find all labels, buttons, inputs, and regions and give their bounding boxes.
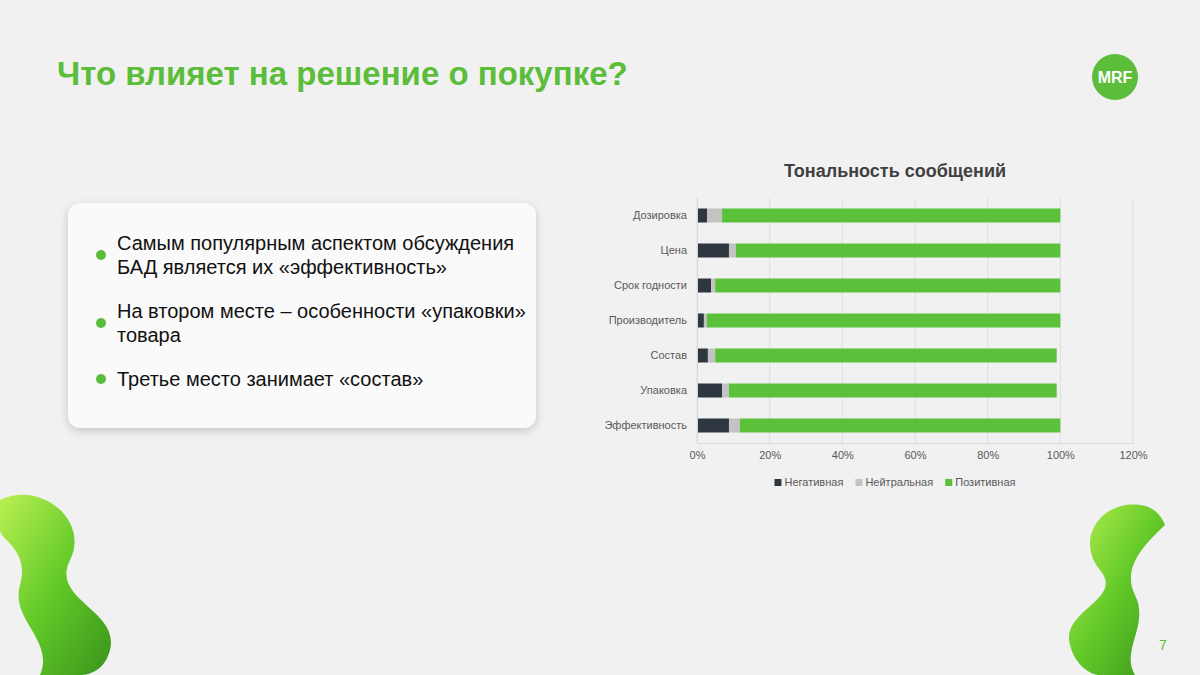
x-tick-label: 20% (759, 449, 781, 461)
bullet-box: Самым популярным аспектом обсуждения БАД… (68, 203, 536, 428)
x-axis: 0% 20% 40% 60% 80% 100% 120% (690, 443, 1148, 461)
bar-segment (715, 279, 1060, 293)
bar-segment (697, 279, 711, 293)
x-tick-label: 100% (1047, 449, 1075, 461)
bars (697, 209, 1060, 433)
bar-segment (707, 209, 722, 223)
legend-item: Нейтральная (855, 476, 933, 488)
x-tick-label: 60% (904, 449, 926, 461)
x-axis-line (698, 443, 1134, 444)
legend-label: Позитивная (955, 476, 1015, 488)
grid-line (697, 198, 698, 443)
slide-title: Что влияет на решение о покупке? (57, 55, 628, 93)
bar-segment (697, 314, 704, 328)
bar-segment (707, 314, 1061, 328)
bullet-dot (96, 374, 106, 384)
x-tick: 20% (759, 443, 781, 461)
bar-segment (697, 349, 708, 363)
x-tick-label: 80% (977, 449, 999, 461)
x-tick: 80% (977, 443, 999, 461)
bar-segment (729, 419, 740, 433)
bullet-text: На втором месте – особенности «упаковки»… (117, 300, 526, 346)
bar-segment (711, 279, 715, 293)
y-tick: Производитель (609, 314, 697, 326)
bar-segment (722, 209, 1060, 223)
legend-item: Негативная (774, 476, 843, 488)
grid (697, 198, 1133, 443)
y-tick: Состав (651, 349, 697, 361)
bullet-text: Третье место занимает «состав» (117, 368, 423, 390)
legend-item: Позитивная (945, 476, 1015, 488)
bullet: Самым популярным аспектом обсуждения БАД… (96, 231, 532, 279)
bar-segment (704, 314, 707, 328)
slide: MRF 7 Тональность сообщений 0% 20% 40% 60% 80% 1… (0, 0, 1200, 675)
y-tick: Срок годности (614, 279, 697, 291)
page-number: 7 (1159, 637, 1167, 653)
legend-label: Нейтральная (865, 476, 933, 488)
bar-segment (736, 244, 1060, 258)
x-tick: 40% (832, 443, 854, 461)
logo-circle (1092, 54, 1138, 100)
x-tick-label: 0% (690, 449, 706, 461)
x-tick: 100% (1047, 443, 1075, 461)
bullet-dot (96, 318, 106, 328)
legend-label: Негативная (784, 476, 843, 488)
y-tick-label: Цена (661, 244, 688, 256)
y-tick: Дозировка (633, 209, 697, 221)
legend-swatch (945, 479, 952, 486)
legend-swatch (855, 479, 862, 486)
bar-segment (697, 419, 729, 433)
x-tick: 120% (1119, 443, 1147, 461)
bar-segment (729, 244, 736, 258)
y-axis: Дозировка Цена Срок годности Производитель С… (604, 199, 697, 444)
decor-swirl-right (1069, 505, 1165, 675)
decor-swirl-left (0, 495, 111, 675)
y-tick: Упаковка (640, 384, 697, 396)
bullet: На втором месте – особенности «упаковки»… (96, 299, 532, 347)
y-tick-label: Эффективность (604, 419, 687, 431)
legend-swatch (774, 479, 781, 486)
y-tick-label: Дозировка (633, 209, 688, 221)
y-tick-label: Состав (651, 349, 688, 361)
bar-segment (697, 384, 722, 398)
bar-segment (715, 349, 1057, 363)
x-tick-label: 40% (832, 449, 854, 461)
y-tick: Эффективность (604, 419, 697, 431)
y-tick: Цена (661, 244, 697, 256)
y-axis-line (697, 199, 698, 444)
x-tick: 0% (690, 443, 706, 461)
bar-segment (729, 384, 1057, 398)
bullet: Третье место занимает «состав» (96, 367, 532, 391)
x-tick-label: 120% (1119, 449, 1147, 461)
logo-text: MRF (1098, 69, 1133, 86)
legend: Негативная Нейтральная Позитивная (774, 476, 1015, 488)
bar-segment (740, 419, 1060, 433)
x-tick: 60% (904, 443, 926, 461)
chart-title: Тональность сообщений (784, 161, 1006, 181)
bar-segment (697, 244, 729, 258)
y-tick-label: Срок годности (614, 279, 687, 291)
bullet-text: Самым популярным аспектом обсуждения БАД… (117, 232, 514, 278)
chart: Тональность сообщений 0% 20% 40% 60% 80% 100% 1… (604, 161, 1147, 488)
bar-segment (722, 384, 729, 398)
bar-segment (708, 349, 715, 363)
bullet-dot (96, 250, 106, 260)
y-tick-label: Упаковка (640, 384, 688, 396)
bar-segment (697, 209, 707, 223)
grid-line (1133, 198, 1134, 443)
y-tick-label: Производитель (609, 314, 688, 326)
